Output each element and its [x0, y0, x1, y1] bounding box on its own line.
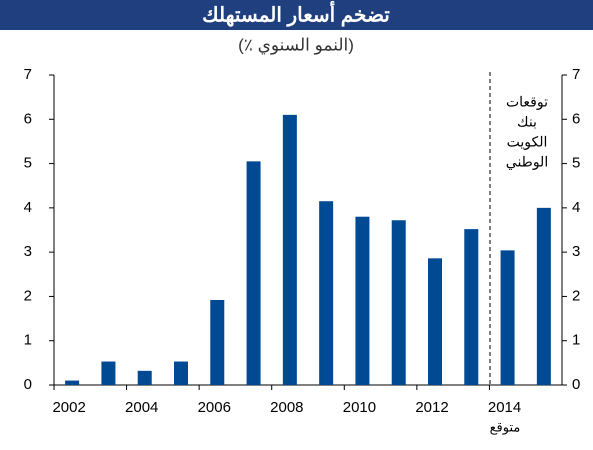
- bar: [174, 361, 188, 385]
- chart-subtitle: (٪ النمو السنوي): [238, 35, 354, 55]
- bar: [355, 216, 370, 385]
- bar: [101, 361, 116, 385]
- bar: [391, 220, 406, 385]
- y2-tick-label: 3: [572, 243, 580, 260]
- x-tick-label: 2012: [415, 399, 448, 416]
- bar: [319, 201, 334, 385]
- y2-tick-label: 0: [572, 376, 580, 393]
- bar: [210, 299, 225, 385]
- y2-tick-label: 6: [572, 110, 580, 127]
- x-tick-label: 2006: [198, 399, 231, 416]
- y-tick-label: 3: [24, 243, 32, 260]
- bar: [282, 114, 297, 385]
- title-banner: [0, 0, 593, 30]
- y-tick-label: 1: [24, 332, 32, 349]
- forecast-label: متوقع: [490, 419, 521, 435]
- bar: [65, 380, 80, 385]
- bar: [500, 250, 515, 385]
- bar: [536, 207, 551, 385]
- x-tick-label: 2014: [488, 399, 521, 416]
- forecast-note: توقعات: [506, 94, 548, 111]
- bar: [246, 161, 261, 385]
- x-tick-label: 2004: [125, 399, 158, 416]
- y-tick-label: 6: [24, 110, 32, 127]
- x-tick-label: 2008: [270, 399, 303, 416]
- forecast-note: بنك: [517, 114, 537, 130]
- y-tick-label: 5: [24, 155, 32, 172]
- y2-tick-label: 2: [572, 287, 580, 304]
- y-tick-label: 7: [24, 66, 32, 83]
- bar: [464, 229, 479, 385]
- y2-tick-label: 4: [572, 199, 580, 216]
- chart-title: تضخم أسعار المستهلك: [202, 0, 390, 27]
- y2-tick-label: 7: [572, 66, 580, 83]
- bar: [428, 258, 442, 385]
- forecast-note: الوطني: [506, 154, 548, 171]
- forecast-note: الكويت: [507, 134, 548, 151]
- y-tick-label: 4: [24, 199, 32, 216]
- x-tick-label: 2002: [52, 399, 85, 416]
- y-tick-label: 2: [24, 287, 32, 304]
- y2-tick-label: 1: [572, 332, 580, 349]
- x-tick-label: 2010: [343, 399, 376, 416]
- bar: [137, 370, 152, 385]
- y-tick-label: 0: [24, 376, 32, 393]
- y2-tick-label: 5: [572, 155, 580, 172]
